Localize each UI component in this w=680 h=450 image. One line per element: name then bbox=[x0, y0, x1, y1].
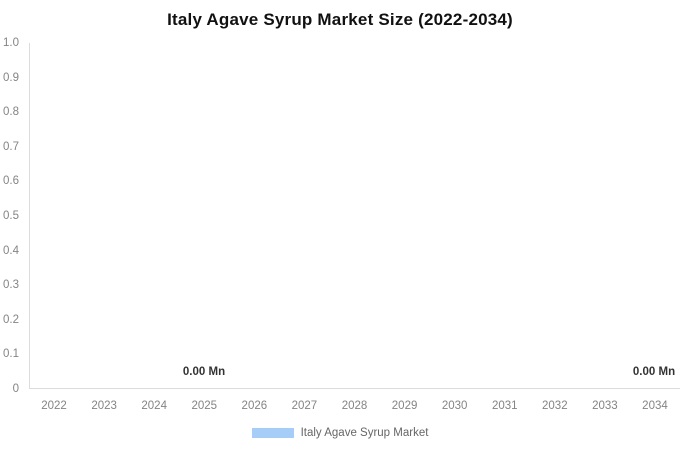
y-tick-label: 0.6 bbox=[3, 175, 19, 188]
x-tick-label: 2027 bbox=[291, 400, 318, 412]
y-tick-label: 0.8 bbox=[3, 106, 19, 119]
y-axis-line bbox=[29, 43, 30, 389]
y-tick-label: 0.3 bbox=[3, 279, 19, 292]
x-axis: 2022 2023 2024 2025 2026 2027 2028 2029 … bbox=[29, 400, 680, 412]
plot-area bbox=[30, 43, 680, 388]
legend: Italy Agave Syrup Market bbox=[0, 425, 680, 441]
y-axis: 1.0 0.9 0.8 0.7 0.6 0.5 0.4 0.3 0.2 0.1 … bbox=[0, 37, 19, 395]
data-label-2034: 0.00 Mn bbox=[632, 366, 676, 378]
x-tick-label: 2033 bbox=[592, 400, 618, 412]
chart-title: Italy Agave Syrup Market Size (2022-2034… bbox=[167, 10, 513, 29]
x-tick-label: 2025 bbox=[191, 400, 218, 412]
x-tick-label: 2028 bbox=[341, 400, 368, 412]
x-tick-label: 2034 bbox=[642, 400, 668, 412]
legend-label: Italy Agave Syrup Market bbox=[300, 427, 429, 439]
x-tick-label: 2024 bbox=[141, 400, 167, 412]
x-axis-line bbox=[29, 388, 680, 389]
x-tick-label: 2031 bbox=[491, 400, 518, 412]
y-tick-label: 0 bbox=[12, 382, 19, 395]
y-tick-label: 0.2 bbox=[3, 313, 19, 326]
y-tick-label: 0.5 bbox=[3, 209, 19, 222]
x-tick-label: 2032 bbox=[542, 400, 568, 412]
y-tick-label: 0.7 bbox=[3, 140, 19, 153]
x-tick-label: 2029 bbox=[391, 400, 418, 412]
y-tick-label: 0.1 bbox=[3, 348, 19, 361]
y-tick-label: 1.0 bbox=[3, 37, 19, 49]
y-tick-label: 0.4 bbox=[3, 244, 19, 257]
x-tick-label: 2022 bbox=[41, 400, 67, 412]
y-tick-label: 0.9 bbox=[3, 71, 19, 84]
legend-swatch-icon bbox=[251, 428, 294, 438]
bar-series bbox=[30, 43, 680, 388]
data-label-2025: 0.00 Mn bbox=[182, 366, 226, 378]
legend-item-italy-agave-syrup-market[interactable]: Italy Agave Syrup Market bbox=[251, 427, 429, 439]
x-tick-label: 2026 bbox=[241, 400, 268, 412]
x-tick-label: 2023 bbox=[91, 400, 117, 412]
x-tick-label: 2030 bbox=[441, 400, 468, 412]
